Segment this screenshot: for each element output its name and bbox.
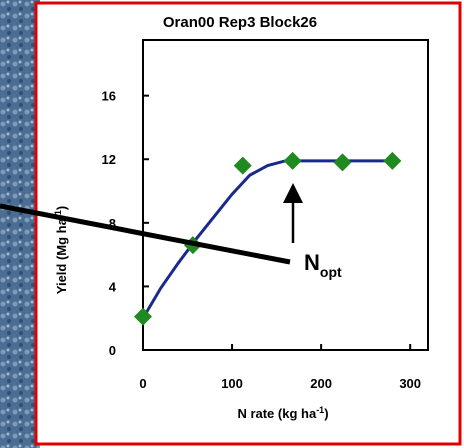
x-axis-label-tail: ) <box>324 406 328 421</box>
chart-title: Oran00 Rep3 Block26 <box>163 14 317 31</box>
annotation-text: N <box>304 250 320 275</box>
annotation-sub: opt <box>320 264 342 280</box>
y-axis-label-tail: ) <box>54 206 69 210</box>
y-axis-label-text: Yield (Mg ha <box>54 217 69 294</box>
chart: Oran00 Rep3 Block26 N rate (kg ha-1) Yie… <box>0 0 464 448</box>
x-axis-label: N rate (kg ha-1) <box>237 405 328 421</box>
x-axis-label-text: N rate (kg ha <box>237 406 317 421</box>
x-tick-label: 0 <box>139 376 146 391</box>
x-tick-label: 300 <box>399 376 421 391</box>
x-tick-label: 200 <box>310 376 332 391</box>
background-image <box>0 0 40 448</box>
x-axis-label-sup: -1 <box>316 405 324 415</box>
y-tick-label: 4 <box>109 279 117 294</box>
y-tick-label: 0 <box>109 343 116 358</box>
y-tick-label: 12 <box>102 152 116 167</box>
x-tick-label: 100 <box>221 376 243 391</box>
y-tick-label: 16 <box>102 89 116 104</box>
